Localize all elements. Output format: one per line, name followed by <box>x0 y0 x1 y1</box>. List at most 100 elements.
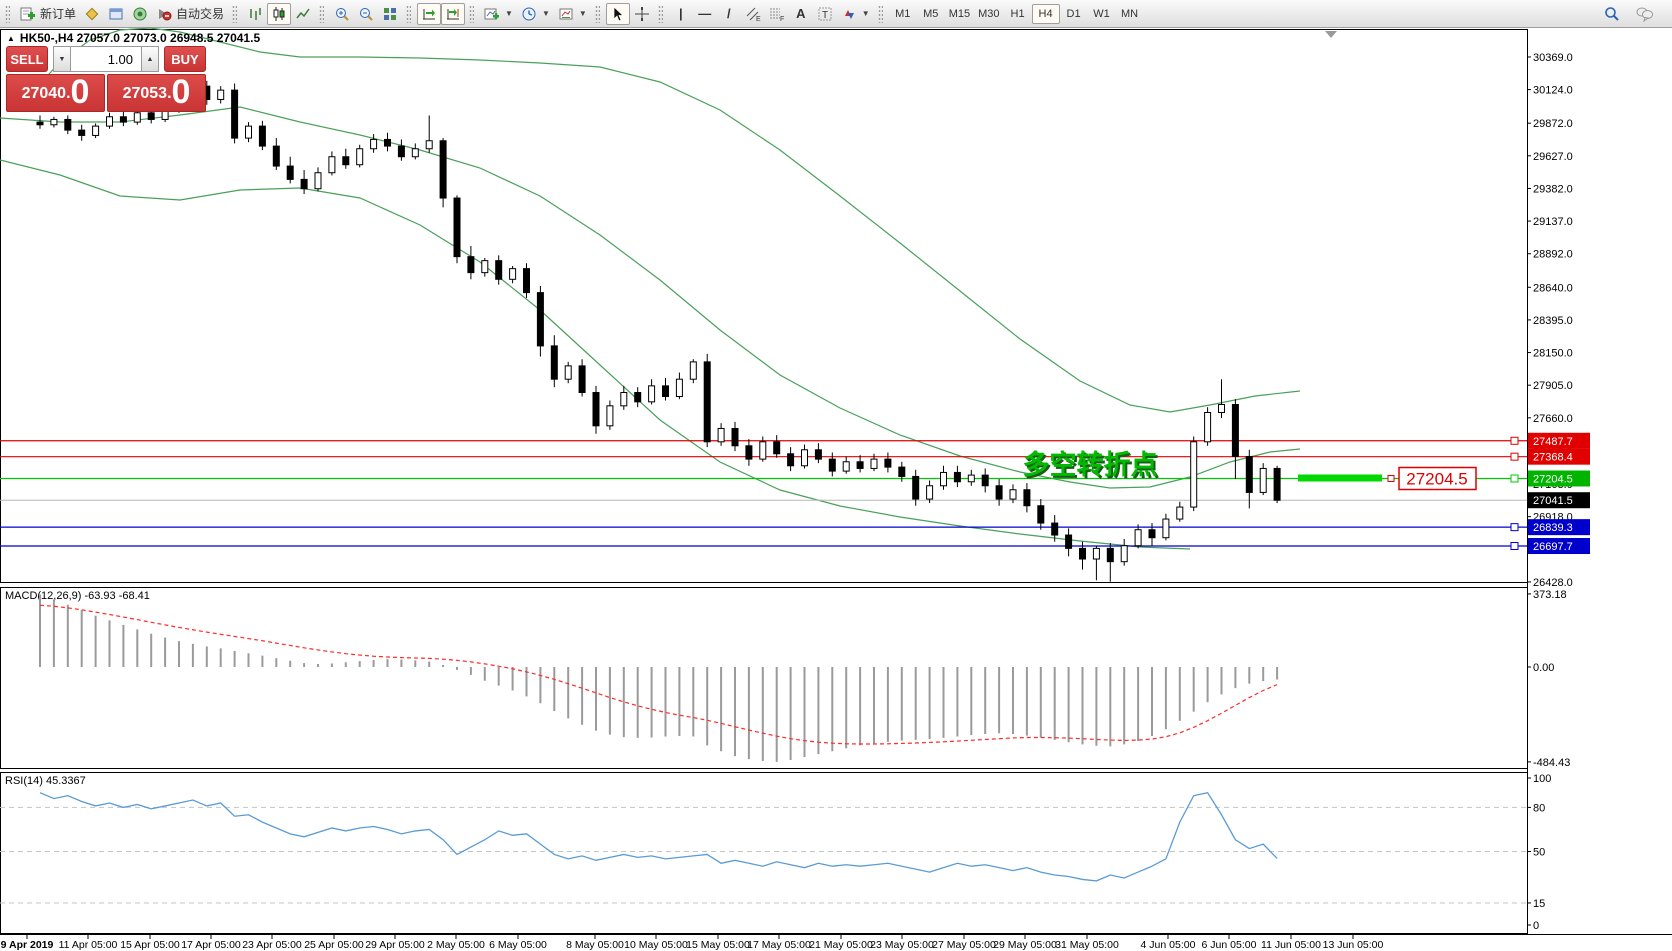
time-tick-label: 9 Apr 2019 <box>1 939 54 951</box>
dropdown-caret-icon[interactable]: ▼ <box>541 9 550 18</box>
bull-candle <box>509 268 517 280</box>
toolbar-grip <box>232 4 238 23</box>
hline-anchor-marker[interactable] <box>1510 452 1519 461</box>
svg-text:F: F <box>780 16 784 22</box>
tf-h1-button[interactable]: H1 <box>1004 4 1032 24</box>
tf-h4-button[interactable]: H4 <box>1031 3 1060 24</box>
candle-chart-button[interactable] <box>267 2 292 25</box>
label-anchor-marker[interactable] <box>1387 475 1395 483</box>
tf-m5-button[interactable]: M5 <box>917 4 945 24</box>
chat-button[interactable] <box>1632 3 1658 25</box>
chart-shift-icon <box>445 6 461 22</box>
price-badge <box>1528 492 1590 509</box>
volume-increase-button[interactable]: ▲ <box>141 46 159 72</box>
buy-button[interactable]: BUY <box>164 46 206 72</box>
tf-m1-button[interactable]: M1 <box>889 4 917 24</box>
tf-m15-button[interactable]: M15 <box>945 4 974 24</box>
autotrading-icon <box>156 6 172 22</box>
price-tick-label: 28395.0 <box>1533 315 1573 327</box>
cursor-button[interactable] <box>605 2 630 25</box>
templates-button[interactable]: ▼ <box>554 3 591 25</box>
search-button[interactable] <box>1600 3 1624 25</box>
horizontal-line-button[interactable]: — <box>693 3 717 25</box>
price-badge <box>1528 448 1590 465</box>
price-tick-label: 26428.0 <box>1533 577 1573 589</box>
dropdown-caret-icon[interactable]: ▼ <box>505 9 513 18</box>
periods-button[interactable]: ▼ <box>517 3 554 25</box>
fibonacci-button[interactable]: F <box>765 3 789 25</box>
trendline-button[interactable]: / <box>717 3 741 25</box>
volume-decrease-button[interactable]: ▼ <box>53 46 71 72</box>
tf-w1-button[interactable]: W1 <box>1088 4 1116 24</box>
tile-windows-button[interactable] <box>378 3 402 25</box>
hline-anchor-marker[interactable] <box>1510 542 1519 551</box>
bar-chart-button[interactable] <box>243 3 267 25</box>
auto-scroll-button[interactable] <box>417 2 442 25</box>
bear-candle <box>78 129 86 136</box>
buy-price-display[interactable]: 27053. 0 <box>107 74 206 112</box>
bear-candle <box>119 116 127 123</box>
hline-anchor-marker[interactable] <box>1510 436 1519 445</box>
annotation-text: 多空转折点 <box>1023 449 1158 480</box>
pivot-highlight-segment[interactable] <box>1298 474 1382 482</box>
bear-candle <box>384 138 391 147</box>
arrows-button[interactable]: ▼ <box>837 3 874 25</box>
new-order-button[interactable]: 新订单 <box>16 3 80 25</box>
tf-mn-button[interactable]: MN <box>1116 4 1144 24</box>
price-badge-label: 27204.5 <box>1533 474 1573 486</box>
price-label-box[interactable] <box>1398 466 1477 491</box>
main-pane[interactable] <box>0 29 1528 583</box>
sell-button[interactable]: SELL <box>6 46 48 72</box>
bear-candle <box>703 361 711 443</box>
toolbar-grip <box>5 4 10 23</box>
toolbar-grip <box>594 4 600 23</box>
indicators-button[interactable]: ▼ <box>480 3 517 25</box>
chart-title: ▲ HK50-,H4 27057.0 27073.0 26948.5 27041… <box>7 31 260 45</box>
autotrading-button[interactable]: 自动交易 <box>152 3 228 25</box>
chart-shift-marker-icon[interactable] <box>1325 31 1337 38</box>
navigator-icon <box>132 6 148 22</box>
vertical-line-button[interactable]: | <box>669 3 693 25</box>
tf-d1-button[interactable]: D1 <box>1060 4 1088 24</box>
tf-mn-button-label: MN <box>1120 7 1139 20</box>
bear-candle <box>828 458 836 472</box>
toolbar-group: 新订单 自动交易 <box>13 0 231 28</box>
zoom-out-button[interactable] <box>354 3 378 25</box>
bull-candle <box>1176 506 1184 520</box>
bull-candle <box>217 89 225 100</box>
bull-candle <box>1009 489 1017 500</box>
chart-shift-button[interactable] <box>441 2 466 25</box>
collapse-triangle-icon[interactable]: ▲ <box>7 33 15 43</box>
bear-candle <box>495 260 503 280</box>
navigator-button[interactable] <box>128 3 152 25</box>
rsi-pane[interactable] <box>0 772 1528 934</box>
label-button[interactable]: T <box>813 3 837 25</box>
tf-m30-button[interactable]: M30 <box>974 4 1003 24</box>
hline-anchor-marker[interactable] <box>1510 474 1519 483</box>
dropdown-caret-icon[interactable]: ▼ <box>861 9 870 18</box>
rsi-tick-label: 50 <box>1533 847 1545 859</box>
line-chart-button[interactable] <box>291 3 315 25</box>
macd-pane[interactable] <box>0 587 1528 769</box>
dropdown-caret-icon[interactable]: ▼ <box>578 9 587 18</box>
tf-m30-button-label: M30 <box>978 7 1000 20</box>
market-watch-button[interactable] <box>80 3 104 25</box>
text-button[interactable]: A <box>789 3 813 25</box>
bear-candle <box>342 156 350 166</box>
time-tick-label: 29 Apr 05:00 <box>365 939 425 951</box>
bear-candle <box>1106 547 1114 563</box>
crosshair-button[interactable] <box>630 3 654 25</box>
price-tick-label: 27660.0 <box>1533 413 1573 425</box>
price-tick-label: 28892.0 <box>1533 249 1573 261</box>
time-tick-label: 21 May 05:00 <box>809 939 873 951</box>
bear-candle <box>1051 522 1059 536</box>
sell-price-display[interactable]: 27040. 0 <box>6 74 105 112</box>
time-tick-label: 6 May 05:00 <box>489 939 547 951</box>
volume-input[interactable] <box>71 46 141 72</box>
channel-button[interactable]: E <box>741 3 765 25</box>
zoom-in-button[interactable] <box>330 3 354 25</box>
hline-anchor-marker[interactable] <box>1510 523 1519 532</box>
data-window-button[interactable] <box>104 3 128 25</box>
